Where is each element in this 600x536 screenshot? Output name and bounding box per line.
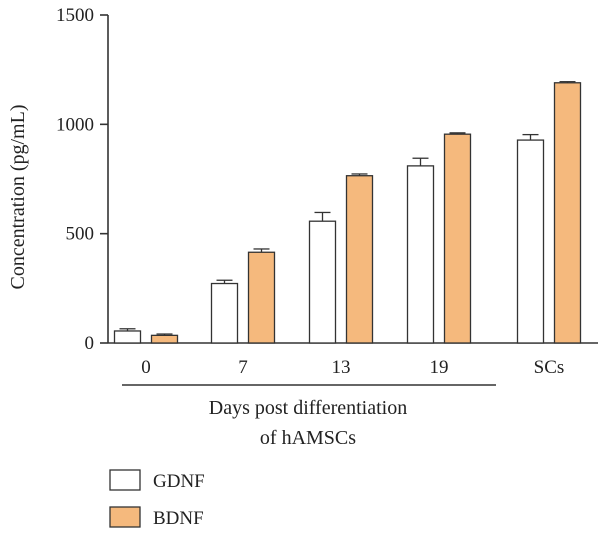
y-tick-label-1000: 1000 [56,114,94,135]
x-tick-label-scs: SCs [534,357,565,378]
bar-bdnf-7 [247,251,276,344]
legend: GDNF BDNF [109,469,205,529]
error-bars [119,81,576,336]
x-axis-title-line1: Days post differentiation [209,397,407,419]
bar-gdnf-19 [406,165,435,344]
x-tick-label-7: 7 [238,357,248,378]
bar-bdnf-scs [553,82,582,344]
bar-gdnf-scs [516,139,545,344]
y-tick-label-1500: 1500 [56,5,94,26]
bar-gdnf-0 [113,330,142,344]
bar-bdnf-19 [443,133,472,344]
legend-swatch-bdnf [109,506,141,528]
x-axis-title-line2: of hAMSCs [260,427,356,449]
y-axis: 0 500 1000 1500 [56,5,109,354]
y-tick-label-500: 500 [66,224,95,245]
bar-bdnf-13 [345,175,374,344]
legend-label-gdnf: GDNF [153,471,205,492]
x-tick-label-0: 0 [141,357,151,378]
x-tick-label-19: 19 [430,357,449,378]
bars [113,82,582,344]
bar-gdnf-7 [210,282,239,344]
legend-label-bdnf: BDNF [153,508,204,529]
x-axis: 0 7 13 19 SCs [108,342,598,378]
x-tick-label-13: 13 [332,357,351,378]
y-tick-label-0: 0 [85,333,95,354]
y-axis-title: Concentration (pg/mL) [7,105,29,290]
legend-swatch-gdnf [109,469,141,491]
bar-bdnf-0 [150,334,179,344]
bar-gdnf-13 [308,220,337,344]
